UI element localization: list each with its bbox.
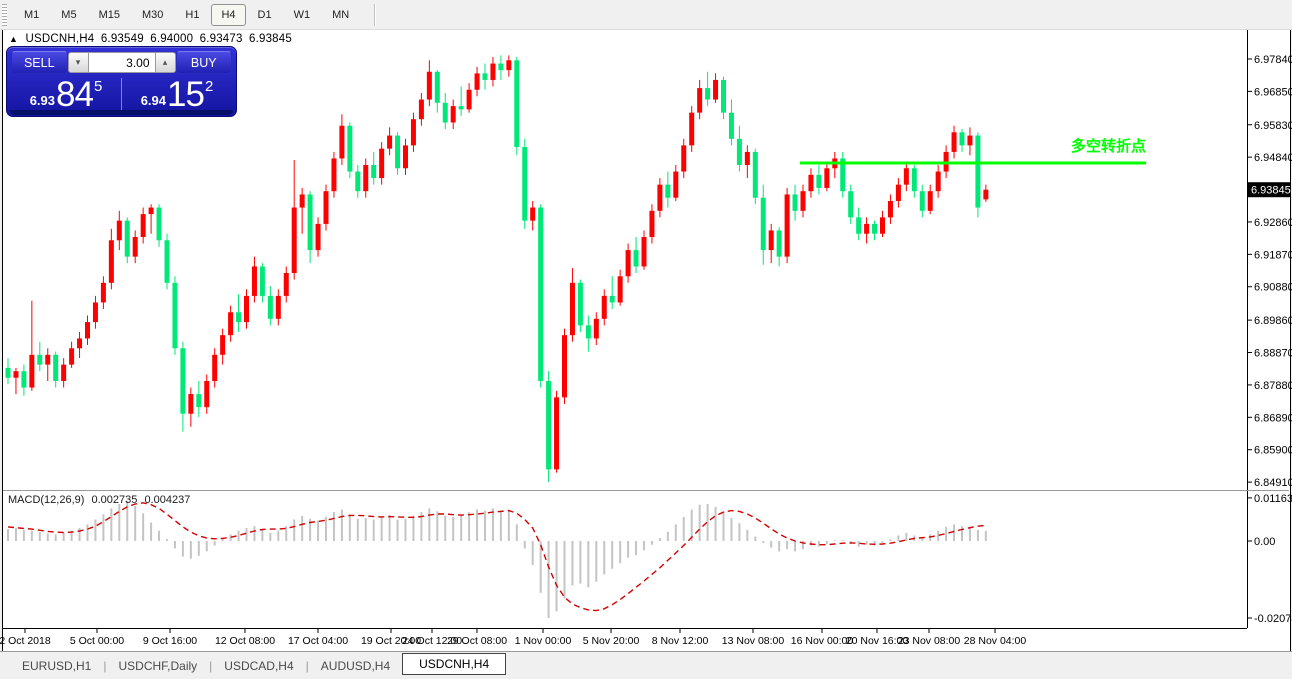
svg-text:28 Nov 04:00: 28 Nov 04:00 — [964, 635, 1027, 647]
svg-text:6.85900: 6.85900 — [1254, 445, 1292, 457]
timeframe-m1-button[interactable]: M1 — [14, 4, 49, 26]
svg-text:6.84910: 6.84910 — [1254, 477, 1292, 489]
timeframe-d1-button[interactable]: D1 — [248, 4, 282, 26]
svg-text:5 Nov 20:00: 5 Nov 20:00 — [583, 635, 640, 647]
chart-axes — [3, 30, 1289, 629]
svg-text:6.93845: 6.93845 — [1251, 185, 1291, 197]
svg-text:8 Nov 12:00: 8 Nov 12:00 — [652, 635, 709, 647]
svg-text:6.86890: 6.86890 — [1254, 412, 1292, 424]
svg-text:1 Nov 00:00: 1 Nov 00:00 — [515, 635, 572, 647]
chart-window — [2, 29, 1291, 652]
svg-text:6.88870: 6.88870 — [1254, 348, 1292, 360]
svg-text:6.97840: 6.97840 — [1254, 54, 1292, 66]
tab-audusd-h4[interactable]: AUDUSD,H4 — [320, 658, 391, 673]
svg-text:29 Oct 08:00: 29 Oct 08:00 — [447, 635, 507, 647]
svg-text:24 Oct 12:00: 24 Oct 12:00 — [402, 635, 462, 647]
price-axis: 6.97840 6.96850 6.95830 6.94840 6.92860 6.918… — [1247, 54, 1292, 625]
timeframe-m15-button[interactable]: M15 — [89, 4, 130, 26]
sell-button[interactable]: SELL — [11, 51, 68, 74]
sell-price-big-digits: 84 — [56, 75, 94, 114]
collapse-panel-icon[interactable]: ▲ — [9, 34, 19, 44]
tab-usdchf-daily[interactable]: USDCHF,Daily — [118, 658, 198, 673]
tab-separator: | — [305, 658, 309, 673]
macd-main-value: 0.002735 — [91, 494, 138, 506]
tab-usdcnh-h4[interactable]: USDCNH,H4 — [402, 653, 507, 675]
macd-signal-value: 0.004237 — [144, 494, 191, 506]
chart-objects[interactable]: 多空转折点 — [800, 137, 1146, 165]
chart-tab-bar: EURUSD,H1 | USDCHF,Daily | USDCAD,H4 | A… — [0, 651, 1292, 679]
macd-indicator-label: MACD(12,26,9) 0.002735 0.004237 — [8, 494, 194, 506]
timeframe-m5-button[interactable]: M5 — [51, 4, 86, 26]
svg-text:23 Nov 08:00: 23 Nov 08:00 — [898, 635, 961, 647]
timeframe-toolbar: M1 M5 M15 M30 H1 H4 D1 W1 MN — [0, 0, 1292, 30]
svg-text:19 Oct 20:00: 19 Oct 20:00 — [361, 635, 421, 647]
macd-histogram — [7, 500, 987, 619]
svg-text:6.87880: 6.87880 — [1254, 380, 1292, 392]
toolbar-separator — [374, 3, 377, 26]
candlestick-series — [5, 55, 989, 483]
buy-price-prefix: 6.94 — [140, 93, 167, 108]
svg-text:6.94840: 6.94840 — [1254, 152, 1292, 164]
svg-text:6.91870: 6.91870 — [1254, 249, 1292, 261]
sell-price-display[interactable]: 6.93 84 5 — [11, 76, 121, 114]
svg-text:9 Oct 16:00: 9 Oct 16:00 — [143, 635, 197, 647]
chart-info-line: ▲ USDCNH,H4 6.93549 6.94000 6.93473 6.93… — [9, 33, 295, 45]
tab-eurusd-h1[interactable]: EURUSD,H1 — [22, 658, 92, 673]
svg-text:0.00: 0.00 — [1254, 536, 1275, 548]
buy-price-pip-digit: 2 — [204, 78, 214, 95]
timeframe-h4-button[interactable]: H4 — [211, 3, 246, 26]
arrow-up-icon: ▴ — [162, 57, 168, 67]
svg-text:-0.020788: -0.020788 — [1254, 613, 1292, 625]
svg-text:17 Oct 04:00: 17 Oct 04:00 — [288, 635, 348, 647]
volume-increase-button[interactable]: ▴ — [154, 52, 176, 73]
svg-text:2 Oct 2018: 2 Oct 2018 — [0, 635, 51, 647]
volume-input[interactable] — [88, 52, 155, 73]
svg-text:6.89860: 6.89860 — [1254, 315, 1292, 327]
macd-name: MACD(12,26,9) — [8, 494, 85, 506]
buy-price-big-digits: 15 — [167, 75, 205, 114]
timeframe-w1-button[interactable]: W1 — [284, 4, 321, 26]
svg-text:16 Nov 00:00: 16 Nov 00:00 — [791, 635, 854, 647]
svg-text:6.90880: 6.90880 — [1254, 282, 1292, 294]
macd-signal-line — [7, 502, 986, 612]
current-price-label — [1248, 182, 1291, 198]
svg-text:13 Nov 08:00: 13 Nov 08:00 — [722, 635, 785, 647]
bar-low-value: 6.93473 — [199, 33, 243, 45]
tab-separator: | — [209, 658, 213, 673]
buy-button[interactable]: BUY — [175, 51, 232, 74]
svg-text:0.011636: 0.011636 — [1254, 493, 1292, 505]
bar-high-value: 6.94000 — [150, 33, 194, 45]
sell-price-prefix: 6.93 — [29, 93, 56, 108]
svg-text:6.95830: 6.95830 — [1254, 120, 1292, 132]
chart-symbol-period: USDCNH,H4 — [25, 33, 95, 45]
buy-price-display[interactable]: 6.94 15 2 — [122, 76, 232, 114]
tab-usdcad-h4[interactable]: USDCAD,H4 — [224, 658, 294, 673]
svg-text:12 Oct 08:00: 12 Oct 08:00 — [215, 635, 275, 647]
tab-separator: | — [103, 658, 107, 673]
price-divider — [121, 78, 122, 112]
sell-price-pip-digit: 5 — [93, 78, 103, 95]
toolbar-grip[interactable] — [2, 3, 7, 26]
svg-text:5 Oct 00:00: 5 Oct 00:00 — [70, 635, 124, 647]
svg-text:20 Nov 16:00: 20 Nov 16:00 — [846, 635, 909, 647]
timeframe-mn-button[interactable]: MN — [322, 4, 359, 26]
volume-decrease-button[interactable]: ▾ — [67, 52, 89, 73]
time-axis: 2 Oct 2018 5 Oct 00:00 9 Oct 16:00 12 Oct 0… — [0, 628, 1026, 647]
volume-stepper: ▾ ▴ — [67, 52, 176, 73]
timeframe-m30-button[interactable]: M30 — [132, 4, 173, 26]
svg-text:6.96850: 6.96850 — [1254, 86, 1292, 98]
annotation-text[interactable]: 多空转折点 — [1071, 137, 1146, 155]
one-click-trading-panel: SELL ▾ ▴ BUY 6.93 84 5 6.94 15 2 — [6, 46, 237, 117]
bar-close-value: 6.93845 — [249, 33, 292, 45]
svg-text:6.92860: 6.92860 — [1254, 217, 1292, 229]
timeframe-h1-button[interactable]: H1 — [175, 4, 209, 26]
bar-open-value: 6.93549 — [100, 33, 144, 45]
arrow-down-icon: ▾ — [75, 57, 81, 67]
